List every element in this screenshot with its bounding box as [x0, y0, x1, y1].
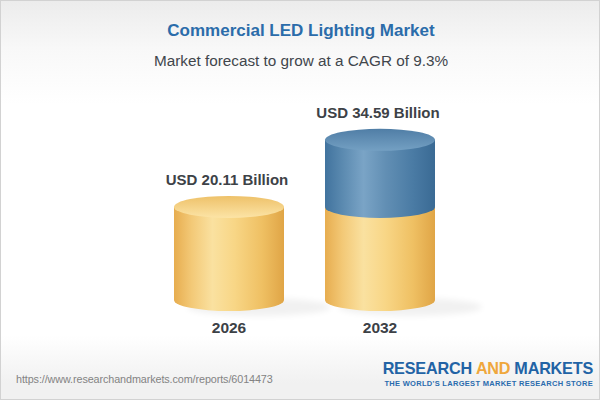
- logo-word-and: AND: [476, 359, 510, 377]
- bar-value-label-2032: USD 34.59 Billion: [316, 104, 439, 121]
- bar-category-label-2032: 2032: [363, 319, 397, 337]
- logo-word-markets: MARKETS: [514, 359, 593, 377]
- report-url[interactable]: https://www.researchandmarkets.com/repor…: [16, 373, 273, 385]
- logo-word-research: RESEARCH: [383, 359, 472, 377]
- logo-wordmark: RESEARCHANDMARKETS: [383, 360, 593, 377]
- bar-category-label-2026: 2026: [212, 319, 246, 337]
- bar-value-label-2026: USD 20.11 Billion: [166, 171, 289, 188]
- infographic-card: Commercial LED Lighting Market Market fo…: [0, 0, 600, 400]
- chart-subtitle: Market forecast to grow at a CAGR of 9.3…: [1, 52, 600, 70]
- chart-title: Commercial LED Lighting Market: [1, 21, 600, 41]
- logo-tagline: THE WORLD'S LARGEST MARKET RESEARCH STOR…: [384, 379, 593, 388]
- research-and-markets-logo[interactable]: RESEARCHANDMARKETS THE WORLD'S LARGEST M…: [383, 360, 593, 388]
